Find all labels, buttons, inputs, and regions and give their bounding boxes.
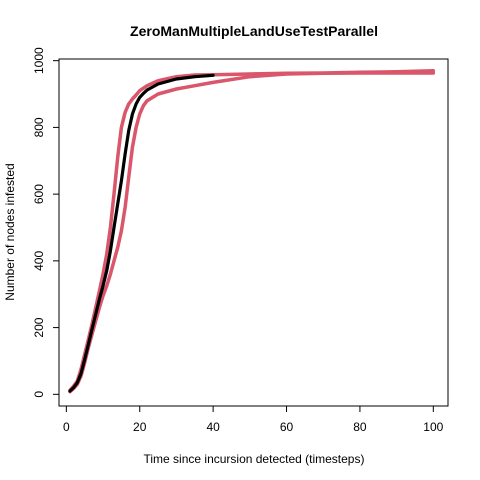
y-tick-label: 0 [32,391,46,398]
x-tick-label: 60 [280,420,294,434]
x-tick-label: 20 [133,420,147,434]
x-axis-label: Time since incursion detected (timesteps… [144,452,365,466]
x-tick-label: 40 [206,420,220,434]
plot-area [68,68,436,394]
x-tick-label: 80 [353,420,367,434]
series-line-1 [68,68,436,393]
y-tick-label: 200 [32,317,46,337]
y-tick-label: 1000 [32,47,46,74]
y-tick-label: 800 [32,117,46,137]
x-tick-label: 100 [423,420,443,434]
chart-title: ZeroManMultipleLandUseTestParallel [130,23,378,39]
x-tick-label: 0 [63,420,70,434]
y-tick-label: 400 [32,251,46,271]
y-axis-label: Number of nodes infested [3,163,17,300]
x-axis: 0 20 40 60 80 100 [63,405,444,434]
y-tick-label: 600 [32,184,46,204]
y-axis: 0 200 400 600 800 1000 [32,47,60,398]
series-line-3 [68,73,215,393]
plot-border [58,58,449,407]
